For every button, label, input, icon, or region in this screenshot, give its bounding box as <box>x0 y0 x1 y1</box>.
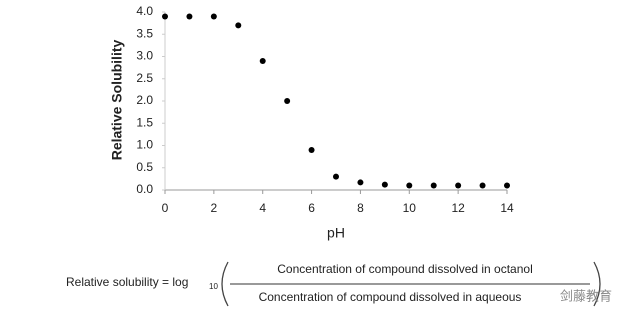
y-tick-label: 1.0 <box>136 138 153 152</box>
left-paren <box>221 261 229 307</box>
y-axis-label: Relative Solubility <box>109 39 125 160</box>
y-tick-label: 2.5 <box>136 71 153 85</box>
point <box>357 179 364 186</box>
point <box>235 22 242 29</box>
x-tick-label: 0 <box>162 201 169 215</box>
point <box>430 182 437 189</box>
y-tick-label: 3.5 <box>136 26 153 40</box>
right-paren <box>593 261 601 307</box>
watermark: 剑藤教育 <box>560 288 612 303</box>
point <box>210 13 217 20</box>
point <box>284 98 291 104</box>
x-tick-label: 6 <box>308 201 315 215</box>
x-tick-label: 2 <box>211 201 218 215</box>
point <box>479 182 486 189</box>
point <box>162 13 168 20</box>
x-tick-label: 8 <box>357 201 364 215</box>
x-tick-label: 4 <box>259 201 266 215</box>
x-tick-label: 14 <box>500 201 514 215</box>
numerator: Concentration of compound dissolved in o… <box>277 262 533 276</box>
point <box>259 57 266 64</box>
y-tick-label: 1.5 <box>136 115 153 129</box>
y-tick-label: 4.0 <box>136 4 153 18</box>
point <box>381 181 388 188</box>
y-tick-label: 2.0 <box>136 93 153 107</box>
x-tick-label: 10 <box>403 201 417 215</box>
y-tick-label: 3.0 <box>136 49 153 63</box>
formula-lhs: Relative solubility = log <box>66 275 188 289</box>
point <box>455 182 462 189</box>
denominator: Concentration of compound dissolved in a… <box>259 290 522 304</box>
point <box>308 146 315 153</box>
y-tick-label: 0.5 <box>136 160 153 174</box>
point <box>186 13 193 20</box>
point <box>504 182 510 189</box>
x-tick-label: 12 <box>451 201 465 215</box>
y-tick-label: 0.0 <box>136 182 153 196</box>
point <box>406 182 413 189</box>
point <box>333 173 339 180</box>
formula-base: 10 <box>209 282 218 291</box>
x-axis-label: pH <box>327 225 345 241</box>
